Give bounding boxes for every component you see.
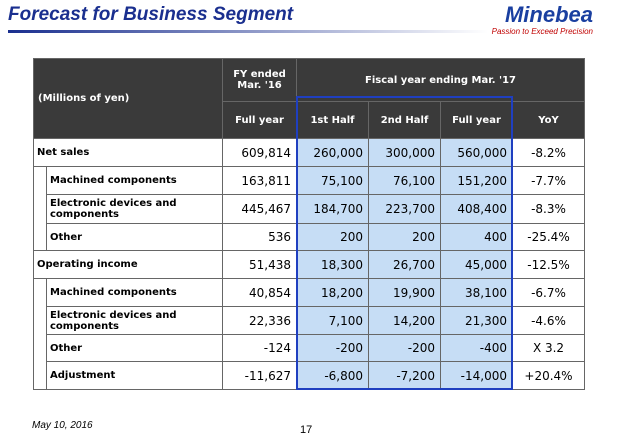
value-cell: 445,467 [222,194,297,224]
value-cell: 26,700 [368,250,441,279]
value-cell: 22,336 [222,306,297,335]
value-cell: 18,200 [296,278,369,307]
row-label: Electronic devices and components [46,194,223,224]
row-label: Machined components [46,278,223,307]
value-cell: 45,000 [440,250,513,279]
value-cell: 200 [368,223,441,251]
row-label: Machined components [46,166,223,195]
group-header: FY ended Mar. '16 [222,58,297,102]
value-cell: X 3.2 [512,334,585,362]
value-cell: -8.2% [512,138,585,167]
row-label: Net sales [33,138,223,167]
value-cell: 400 [440,223,513,251]
value-cell: -200 [296,334,369,362]
value-cell: -4.6% [512,306,585,335]
value-cell: 38,100 [440,278,513,307]
value-cell: 200 [296,223,369,251]
unit-header: (Millions of yen) [33,58,223,139]
value-cell: -6,800 [296,361,369,390]
column-header: 1st Half [296,101,369,139]
row-label: Operating income [33,250,223,279]
title-rule [8,30,488,33]
date: May 10, 2016 [32,420,93,431]
row-label: Electronic devices and components [46,306,223,335]
value-cell: 76,100 [368,166,441,195]
value-cell: 151,200 [440,166,513,195]
value-cell: 51,438 [222,250,297,279]
value-cell: 223,700 [368,194,441,224]
column-header: Full year [440,101,513,139]
value-cell: -14,000 [440,361,513,390]
logo: Minebea [504,2,593,27]
column-header: 2nd Half [368,101,441,139]
value-cell: -12.5% [512,250,585,279]
column-header: Full year [222,101,297,139]
value-cell: -11,627 [222,361,297,390]
value-cell: 408,400 [440,194,513,224]
value-cell: -8.3% [512,194,585,224]
value-cell: 184,700 [296,194,369,224]
value-cell: 560,000 [440,138,513,167]
value-cell: -400 [440,334,513,362]
value-cell: 14,200 [368,306,441,335]
group-header: Fiscal year ending Mar. '17 [296,58,585,102]
value-cell: 19,900 [368,278,441,307]
value-cell: +20.4% [512,361,585,390]
value-cell: 163,811 [222,166,297,195]
value-cell: 609,814 [222,138,297,167]
tagline: Passion to Exceed Precision [491,27,593,36]
value-cell: -7,200 [368,361,441,390]
value-cell: 260,000 [296,138,369,167]
row-label: Other [46,223,223,251]
value-cell: 40,854 [222,278,297,307]
value-cell: 300,000 [368,138,441,167]
title: Forecast for Business Segment [8,4,294,25]
value-cell: 536 [222,223,297,251]
value-cell: -124 [222,334,297,362]
value-cell: -6.7% [512,278,585,307]
column-header: YoY [512,101,585,139]
page-number: 17 [300,424,313,436]
row-label: Adjustment [46,361,223,390]
value-cell: 21,300 [440,306,513,335]
value-cell: -25.4% [512,223,585,251]
value-cell: 75,100 [296,166,369,195]
value-cell: -7.7% [512,166,585,195]
value-cell: 18,300 [296,250,369,279]
value-cell: -200 [368,334,441,362]
value-cell: 7,100 [296,306,369,335]
row-label: Other [46,334,223,362]
